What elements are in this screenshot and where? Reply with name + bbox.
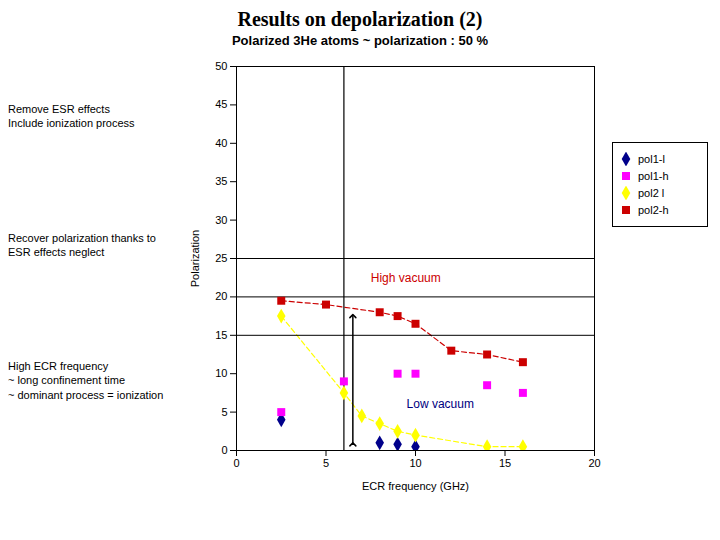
- html-text:Polarized 3He atoms ~ polariza: Polarized 3He atoms ~ polarization : 50 …: [231, 33, 488, 48]
- svg-text:10: 10: [409, 457, 421, 469]
- html-text:High ECR frequency ~ long conf: High ECR frequency ~ long confinement ti…: [8, 360, 164, 401]
- svg-text:25: 25: [215, 252, 227, 264]
- html-text:pol1-h: pol1-h: [638, 170, 669, 182]
- svg-text:50: 50: [215, 60, 227, 72]
- svg-text:5: 5: [323, 457, 329, 469]
- html-text:pol1-l: pol1-l: [638, 153, 665, 165]
- svg-text:0: 0: [233, 457, 239, 469]
- svg-text:20: 20: [215, 290, 227, 302]
- html-text:pol2 l: pol2 l: [638, 187, 665, 199]
- html-text:Remove ESR effects Include ion: Remove ESR effects Include ionization pr…: [8, 103, 135, 130]
- svg-text:High vacuum: High vacuum: [371, 271, 441, 285]
- svg-text:15: 15: [215, 329, 227, 341]
- svg-text:15: 15: [499, 457, 511, 469]
- svg-text:40: 40: [215, 137, 227, 149]
- html-text:Recover polarization thanks to: Recover polarization thanks to ESR effec…: [8, 231, 156, 258]
- svg-text:20: 20: [588, 457, 600, 469]
- html-text:Results on depolarization (2): Results on depolarization (2): [237, 8, 483, 30]
- svg-text:10: 10: [215, 367, 227, 379]
- svg-text:Polarization: Polarization: [189, 230, 201, 287]
- svg-text:5: 5: [221, 406, 227, 418]
- svg-text:ECR frequency (GHz): ECR frequency (GHz): [362, 480, 469, 492]
- html-text:pol2-h: pol2-h: [638, 204, 669, 216]
- svg-text:0: 0: [221, 444, 227, 456]
- svg-text:35: 35: [215, 175, 227, 187]
- svg-text:Low vacuum: Low vacuum: [407, 397, 474, 411]
- svg-text:30: 30: [215, 214, 227, 226]
- svg-text:45: 45: [215, 98, 227, 110]
